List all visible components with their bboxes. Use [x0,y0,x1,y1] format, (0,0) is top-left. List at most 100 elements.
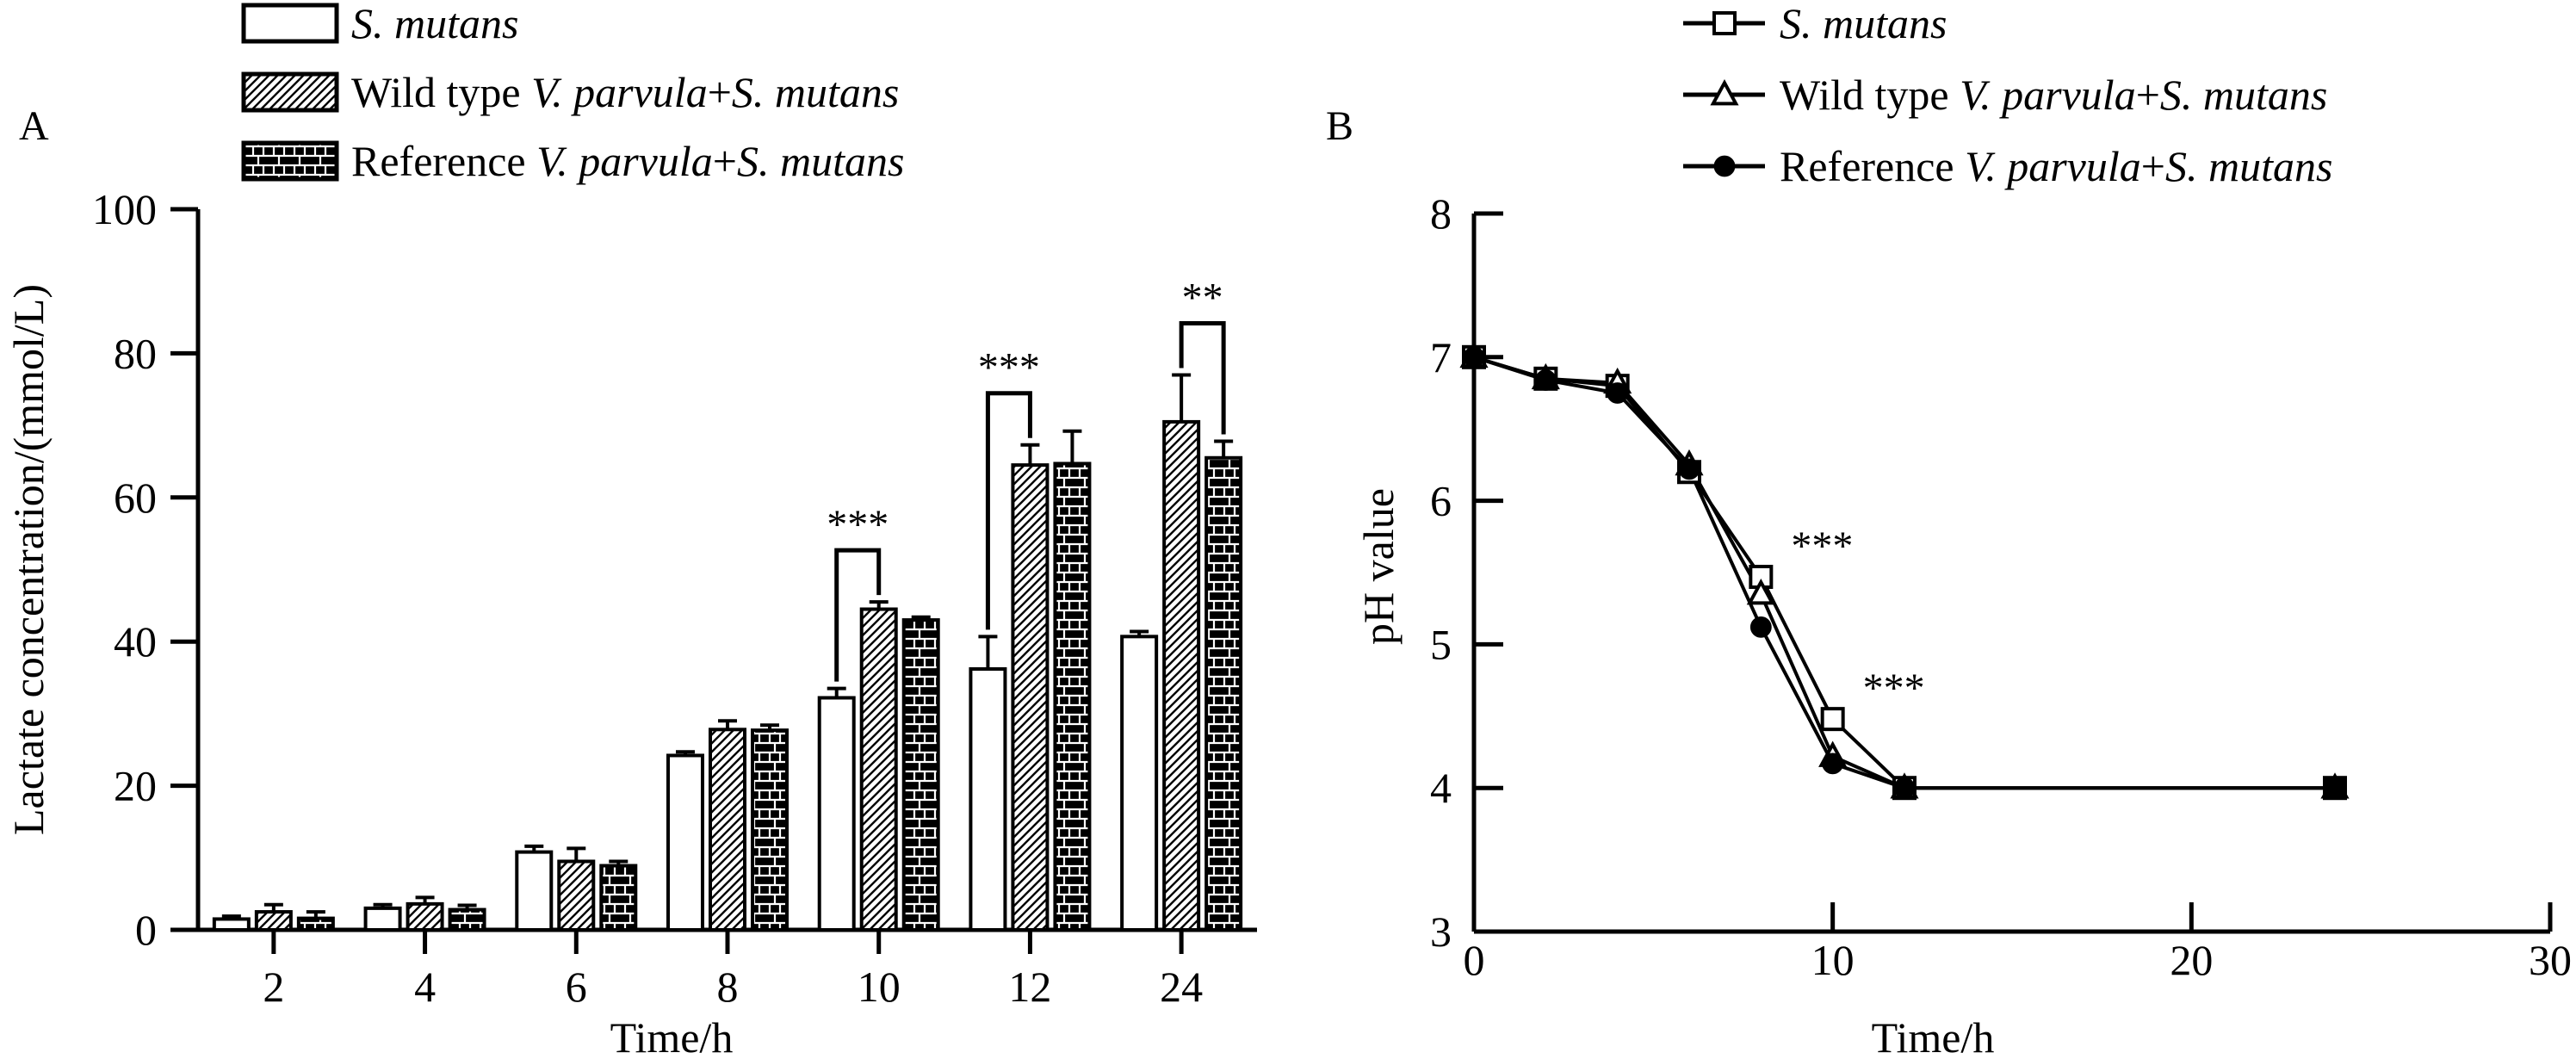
panel-a-bar [254,910,293,932]
panel-a-letter: A [19,103,49,149]
panel-a-legend-label-part-3: S. mutans [732,68,899,116]
panel-a-significance-bracket [985,391,1032,630]
panel-a-bar [817,696,856,932]
panel-a-x-tick-label: 4 [414,963,436,1011]
panel-a-y-axis-title: Lactate concentration/(mmol/L) [4,284,53,835]
panel-a-bar [212,917,251,932]
panel-b-data-point [1534,369,1557,391]
panel-a-x-axis-title: Time/h [610,1013,734,1059]
panel-a-y-tick-label: 80 [114,329,157,377]
panel-a-bar [1011,463,1050,932]
panel-a-bar [901,618,940,932]
panel-a-bar [666,753,704,932]
panel-b-y-tick-label: 3 [1430,907,1452,956]
panel-b-series-line [1473,355,2335,790]
panel-b-data-point [1749,616,1772,638]
panel-b-line-chart: 3 4 5 6 7 8 0 10 20 30 *** *** [1430,189,2572,984]
panel-b-y-tick-label: 6 [1430,477,1452,525]
panel-a-legend-swatch [241,3,339,44]
panel-a-legend-swatch [241,140,339,182]
panel-a-bar [557,859,596,932]
panel-a-legend-label-part-1: V. parvula [536,137,713,185]
panel-a-x-tick-label: 12 [1008,963,1051,1011]
panel-b-legend-marker [1712,11,1737,35]
panel-b-legend-label-part-3: S. mutans [2165,142,2332,190]
panel-b-series-line [1473,355,2335,790]
panel-a-legend-label: Wild type V. parvula+S. mutans [351,68,899,116]
panel-b-x-axis-title: Time/h [1872,1013,1995,1059]
panel-a-significance-bracket [834,548,882,682]
panel-a-y-tick-label: 20 [114,762,157,810]
panel-b-series-line [1473,355,2335,790]
panel-b-data-point [1820,707,1845,732]
panel-a-bar [406,901,444,932]
panel-b-legend-label-part-1: S. mutans [1780,0,1947,47]
panel-a-x-tick-label: 24 [1160,963,1203,1011]
panel-a-legend-label-part-1: S. mutans [351,0,518,47]
panel-b-x-tick-label: 20 [2170,936,2213,984]
panel-b-x-tick-label: 0 [1464,936,1485,984]
panel-a-x-tick-label: 6 [566,963,587,1011]
panel-a-legend-label: S. mutans [351,0,518,47]
panel-a-bar [515,850,554,932]
panel-b-x-tick-label: 30 [2529,936,2572,984]
panel-a-bar [751,728,789,932]
panel-b-legend-label-part-3: S. mutans [2160,71,2327,119]
panel-a-bar [1053,461,1092,932]
panel-b-legend-marker [1710,79,1739,106]
panel-a-bar [1162,419,1201,932]
panel-a-bar [1120,635,1159,932]
panel-a-significance-label: *** [978,345,1040,391]
panel-a-bar [448,907,486,932]
panel-a-bar [296,916,335,932]
panel-a-legend-label-part-3: S. mutans [737,137,904,185]
panel-b-y-tick-label: 8 [1430,189,1452,238]
panel-a-bar [599,864,638,932]
panel-a-y-tick-label: 0 [135,906,157,954]
panel-a-x-tick-label: 8 [717,963,739,1011]
panel-b-data-point [1746,579,1775,605]
panel-b-legend-label-part-2: + [2136,71,2160,119]
panel-a-legend-label: Reference V. parvula+S. mutans [351,137,904,185]
panel-b-legend-label-part-2: + [2141,142,2165,190]
panel-a-legend-label-part-0: Wild type [351,68,531,116]
panel-a-legend-swatch [241,71,339,113]
panel-b-data-point [1893,777,1916,799]
panel-b-legend-label-part-1: V. parvula [1965,142,2141,190]
panel-a-significance-bracket [1179,321,1226,435]
panel-b-legend-label-part-0: Reference [1780,142,1965,190]
panel-b-legend-label-part-1: V. parvula [1960,71,2136,119]
panel-b-legend-label-part-0: Wild type [1780,71,1960,119]
panel-b-data-point [1607,382,1629,404]
panel-b-significance-label: *** [1791,523,1853,569]
panel-b-legend-label: S. mutans [1780,0,1947,47]
panel-a-x-tick-label: 10 [858,963,901,1011]
panel-a-legend-label-part-1: V. parvula [531,68,708,116]
panel-a-bar [709,728,746,932]
panel-a-legend-label-part-2: + [713,137,737,185]
panel-b-legend-label: Reference V. parvula+S. mutans [1780,142,2332,190]
panel-b-y-axis-title: pH value [1354,488,1403,645]
panel-b-y-tick-label: 5 [1430,620,1452,668]
panel-a-bar [363,906,402,932]
panel-b-y-tick-label: 4 [1430,764,1452,812]
panel-b-legend-label: Wild type V. parvula+S. mutans [1780,71,2327,119]
panel-b-data-point [1678,458,1700,480]
panel-b-x-tick-label: 10 [1811,936,1855,984]
panel-b-letter: B [1326,103,1353,149]
panel-a-legend-label-part-0: Reference [351,137,536,185]
panel-a-bar [969,667,1007,932]
panel-a-legend-label-part-2: + [708,68,732,116]
panel-a-significance-label: *** [827,502,889,548]
panel-b-significance-label: *** [1863,666,1925,711]
panel-b-data-point [1463,346,1485,368]
panel-a-y-tick-label: 100 [92,185,157,233]
panel-a-y-tick-label: 60 [114,474,157,522]
panel-a-significance-label: ** [1182,276,1223,321]
